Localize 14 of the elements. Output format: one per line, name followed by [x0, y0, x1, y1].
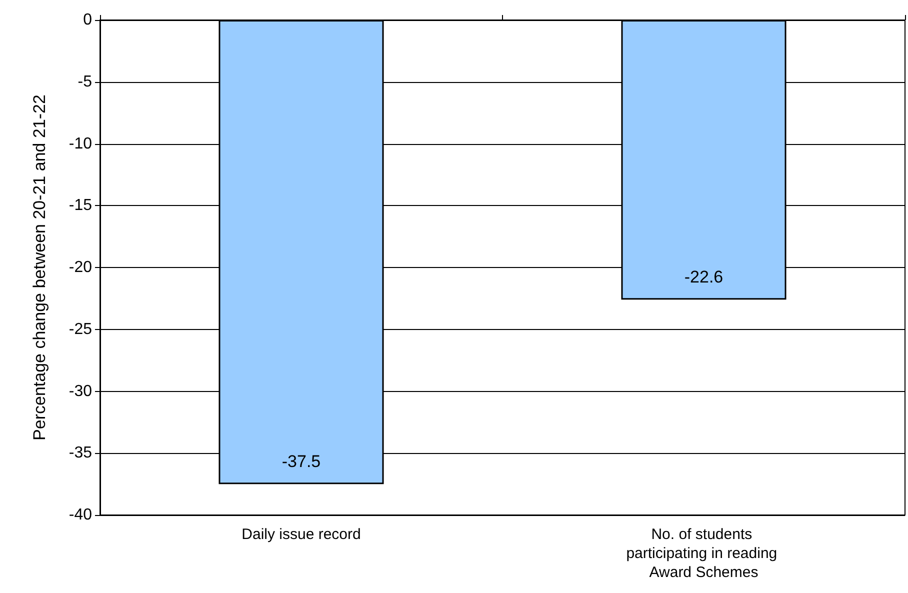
y-tick-label: -15 — [68, 197, 92, 214]
x-tick-label: No. of students participating in reading Award Schemes — [626, 526, 782, 581]
y-tick-label: -5 — [78, 73, 92, 90]
y-tick-label: -25 — [68, 320, 92, 338]
data-label: -37.5 — [282, 452, 321, 472]
y-tick-label: -35 — [68, 444, 92, 462]
data-label: -22.6 — [684, 268, 724, 287]
y-tick-label: 0 — [83, 12, 92, 28]
y-tick-label: -40 — [68, 506, 92, 524]
y-tick-label: -20 — [68, 259, 92, 276]
y-tick-label: -10 — [68, 135, 92, 152]
y-axis-title: Percentage change between 20-21 and 21-22 — [30, 94, 49, 440]
x-tick-label: Daily issue record — [242, 526, 361, 543]
y-tick-label: -30 — [68, 382, 92, 400]
